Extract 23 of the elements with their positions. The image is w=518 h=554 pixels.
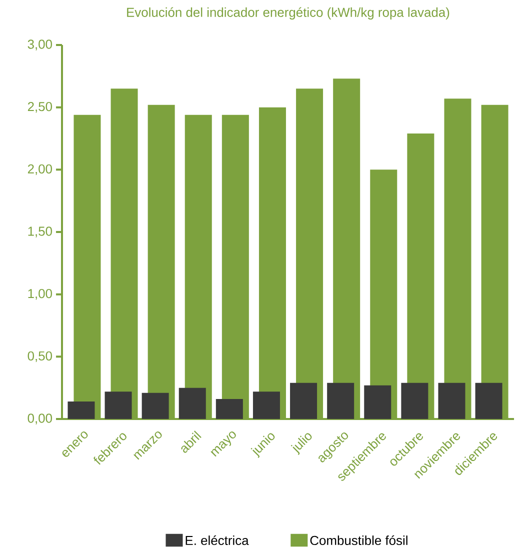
bar (364, 385, 392, 419)
legend-label: Combustible fósil (310, 535, 408, 546)
y-tick-label: 0,00 (28, 414, 52, 424)
y-tick-label: 2,50 (28, 102, 52, 113)
bar (290, 382, 318, 419)
y-tick-label: 2,00 (28, 164, 52, 176)
bar (142, 392, 169, 419)
y-tick-label: 3,00 (28, 40, 52, 50)
bar (104, 392, 132, 419)
bar (178, 388, 206, 419)
bar (475, 382, 502, 419)
y-tick-label: 0,50 (28, 351, 52, 362)
legend-label: E. eléctrica (186, 535, 249, 546)
bar (438, 382, 466, 419)
y-tick-label: 1,00 (28, 288, 52, 300)
bar (327, 382, 354, 419)
bar (252, 392, 280, 419)
x-tick-label: julio (290, 433, 312, 455)
y-tick-label: 1,50 (28, 226, 52, 238)
bar (401, 382, 428, 419)
bar (216, 399, 243, 419)
bar (68, 402, 95, 419)
chart-title: Evolución del indicador energético (kWh/kg ropa lavada) (127, 7, 450, 20)
